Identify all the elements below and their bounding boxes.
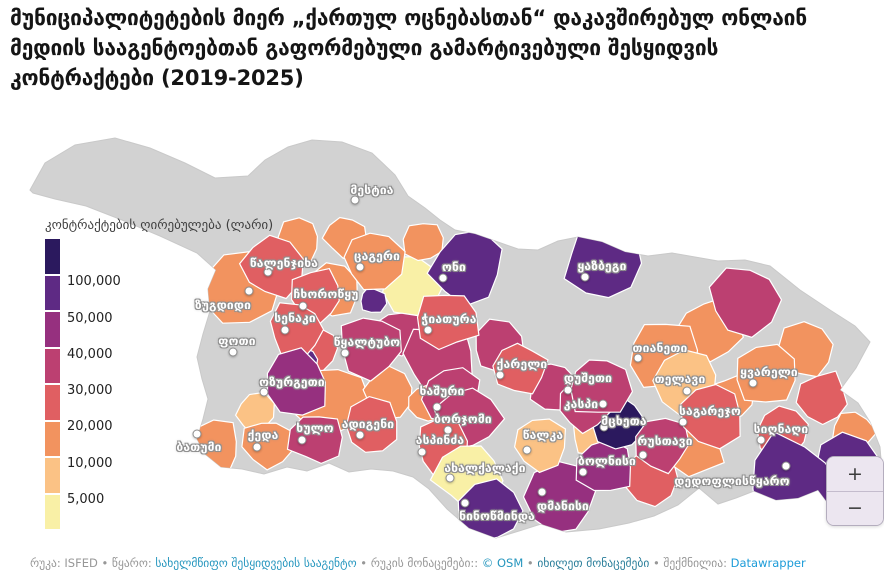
legend-segment bbox=[45, 383, 60, 420]
legend-segment bbox=[45, 419, 60, 456]
region-წალენჯიხა[interactable] bbox=[238, 234, 304, 300]
zoom-in-button[interactable]: + bbox=[827, 457, 883, 491]
legend-segment bbox=[45, 456, 60, 493]
map-region[interactable] bbox=[795, 370, 848, 426]
legend-segment bbox=[45, 239, 60, 274]
region-ქარელი[interactable] bbox=[492, 342, 549, 395]
region-ხულო[interactable] bbox=[286, 416, 343, 465]
map-zoom-controls: + − bbox=[826, 456, 884, 526]
footer-link[interactable]: © OSM bbox=[481, 556, 524, 570]
footer-text: რუკა: ISFED • წყარო: bbox=[30, 556, 156, 570]
map-region[interactable] bbox=[360, 286, 388, 313]
region-რუსთავი[interactable] bbox=[635, 417, 690, 475]
legend-tick-label: 40,000 bbox=[67, 346, 113, 362]
region-ადიგენი[interactable] bbox=[345, 395, 398, 453]
region-ქედა[interactable] bbox=[241, 422, 295, 471]
attribution-footer: რუკა: ISFED • წყარო: სახელმწიფო შესყიდვე… bbox=[30, 556, 806, 570]
legend-segment bbox=[45, 346, 60, 383]
footer-link[interactable]: Datawrapper bbox=[730, 556, 806, 570]
legend-title: კონტრაქტების ღირებულება (ლარი) bbox=[45, 218, 274, 233]
region-საგარეჯო[interactable] bbox=[679, 383, 741, 450]
footer-text: • bbox=[523, 556, 538, 570]
legend-tick-label: 50,000 bbox=[67, 310, 113, 326]
region-ბოლნისი[interactable] bbox=[575, 438, 632, 492]
region-ყვარელი[interactable] bbox=[736, 343, 796, 403]
region-ჭიათურა[interactable] bbox=[416, 294, 480, 351]
legend-segment bbox=[45, 492, 60, 529]
region-წყალტუბო[interactable] bbox=[340, 317, 402, 382]
legend-tick-label: 5,000 bbox=[67, 491, 105, 507]
footer-text: • რუკის მონაცემები:: bbox=[356, 556, 482, 570]
region-დუშეთი[interactable] bbox=[570, 359, 634, 413]
footer-text: • შექმნილია: bbox=[649, 556, 731, 570]
map-region[interactable] bbox=[708, 267, 783, 338]
footer-link[interactable]: იხილეთ მონაცემები bbox=[537, 556, 650, 570]
legend-tick-label: 10,000 bbox=[67, 455, 113, 471]
legend-segment bbox=[45, 310, 60, 347]
map-region[interactable] bbox=[402, 223, 444, 262]
region-ოზურგეთი[interactable] bbox=[266, 347, 327, 416]
legend-tick-label: 30,000 bbox=[67, 383, 113, 398]
chart-title: მუნიციპალიტეტების მიერ „ქართულ ოცნებასთა… bbox=[10, 6, 808, 90]
legend-color-bar bbox=[45, 239, 60, 529]
footer-link[interactable]: სახელმწიფო შესყიდვების სააგენტო bbox=[155, 556, 357, 570]
legend-tick-label: 20,000 bbox=[67, 419, 113, 435]
legend-segment bbox=[45, 273, 60, 310]
zoom-out-button[interactable]: − bbox=[827, 491, 883, 525]
region-წალკა[interactable] bbox=[513, 418, 567, 474]
legend: კონტრაქტების ღირებულება (ლარი) 100,000 50… bbox=[45, 218, 273, 529]
region-ცაგერი[interactable] bbox=[343, 232, 406, 291]
legend-tick-label: 100,000 bbox=[67, 274, 121, 290]
